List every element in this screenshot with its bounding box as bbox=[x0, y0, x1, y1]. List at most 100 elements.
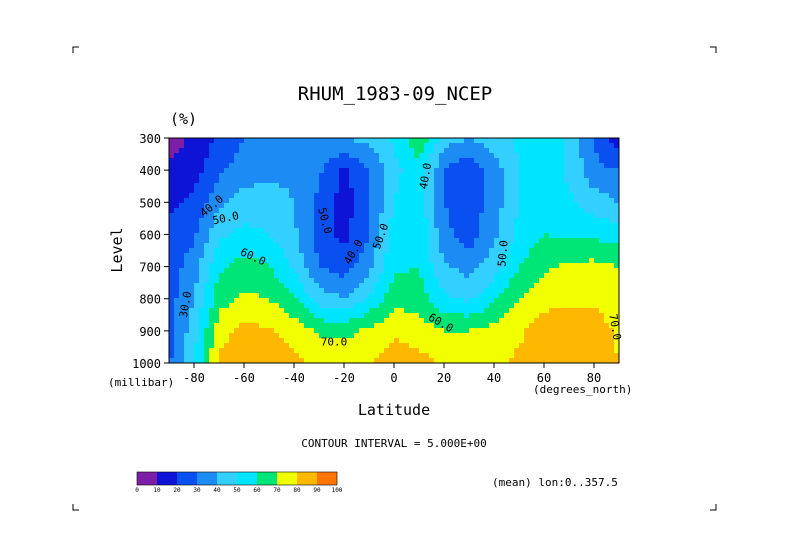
field-cell bbox=[504, 143, 510, 149]
field-cell bbox=[574, 288, 580, 294]
field-cell bbox=[289, 193, 295, 199]
field-cell bbox=[459, 288, 465, 294]
field-cell bbox=[409, 338, 415, 344]
field-cell bbox=[559, 328, 565, 334]
field-cell bbox=[294, 163, 300, 169]
field-cell bbox=[334, 353, 340, 359]
field-cell bbox=[214, 248, 220, 254]
field-cell bbox=[264, 223, 270, 229]
field-cell bbox=[429, 188, 435, 194]
field-cell bbox=[289, 318, 295, 324]
field-cell bbox=[179, 358, 185, 363]
field-cell bbox=[279, 203, 285, 209]
field-cell bbox=[209, 323, 215, 329]
field-cell bbox=[354, 213, 360, 219]
field-cell bbox=[414, 153, 420, 159]
field-cell bbox=[384, 218, 390, 224]
field-cell bbox=[284, 178, 290, 184]
field-cell bbox=[544, 138, 550, 144]
field-cell bbox=[364, 298, 370, 304]
field-cell bbox=[524, 173, 530, 179]
field-cell bbox=[394, 283, 400, 289]
field-cell bbox=[449, 233, 455, 239]
field-cell bbox=[424, 163, 430, 169]
field-cell bbox=[324, 193, 330, 199]
field-cell bbox=[569, 338, 575, 344]
field-cell bbox=[434, 343, 440, 349]
field-cell bbox=[529, 263, 535, 269]
field-cell bbox=[179, 338, 185, 344]
field-cell bbox=[299, 313, 305, 319]
field-cell bbox=[474, 303, 480, 309]
field-cell bbox=[599, 193, 605, 199]
field-cell bbox=[434, 308, 440, 314]
field-cell bbox=[604, 288, 610, 294]
field-cell bbox=[359, 313, 365, 319]
field-cell bbox=[199, 158, 205, 164]
field-cell bbox=[569, 138, 575, 144]
field-cell bbox=[539, 228, 545, 234]
field-cell bbox=[229, 338, 235, 344]
field-cell bbox=[539, 253, 545, 259]
field-cell bbox=[239, 233, 245, 239]
field-cell bbox=[284, 243, 290, 249]
field-cell bbox=[184, 243, 190, 249]
field-cell bbox=[484, 143, 490, 149]
field-cell bbox=[319, 218, 325, 224]
field-cell bbox=[479, 143, 485, 149]
field-cell bbox=[334, 233, 340, 239]
field-cell bbox=[389, 228, 395, 234]
field-cell bbox=[514, 208, 520, 214]
field-cell bbox=[364, 198, 370, 204]
field-cell bbox=[214, 193, 220, 199]
field-cell bbox=[564, 223, 570, 229]
field-cell bbox=[269, 228, 275, 234]
field-cell bbox=[489, 273, 495, 279]
field-cell bbox=[484, 248, 490, 254]
field-cell bbox=[274, 208, 280, 214]
field-cell bbox=[469, 298, 475, 304]
field-cell bbox=[394, 183, 400, 189]
field-cell bbox=[474, 198, 480, 204]
field-cell bbox=[284, 273, 290, 279]
field-cell bbox=[434, 168, 440, 174]
field-cell bbox=[324, 348, 330, 354]
field-cell bbox=[369, 203, 375, 209]
field-cell bbox=[349, 253, 355, 259]
field-cell bbox=[214, 308, 220, 314]
field-cell bbox=[219, 168, 225, 174]
field-cell bbox=[614, 268, 619, 274]
field-cell bbox=[259, 323, 265, 329]
field-cell bbox=[529, 223, 535, 229]
field-cell bbox=[259, 193, 265, 199]
field-cell bbox=[299, 328, 305, 334]
field-cell bbox=[284, 198, 290, 204]
field-cell bbox=[579, 263, 585, 269]
field-cell bbox=[274, 288, 280, 294]
field-cell bbox=[549, 283, 555, 289]
field-cell bbox=[334, 238, 340, 244]
field-cell bbox=[434, 173, 440, 179]
field-cell bbox=[214, 323, 220, 329]
field-cell bbox=[269, 263, 275, 269]
field-cell bbox=[244, 348, 250, 354]
field-cell bbox=[244, 263, 250, 269]
field-cell bbox=[554, 193, 560, 199]
field-cell bbox=[269, 328, 275, 334]
field-cell bbox=[339, 313, 345, 319]
field-cell bbox=[284, 138, 290, 144]
field-cell bbox=[514, 148, 520, 154]
field-cell bbox=[574, 163, 580, 169]
field-cell bbox=[534, 278, 540, 284]
field-cell bbox=[359, 163, 365, 169]
field-cell bbox=[534, 308, 540, 314]
field-cell bbox=[209, 283, 215, 289]
field-cell bbox=[539, 158, 545, 164]
field-cell bbox=[514, 278, 520, 284]
field-cell bbox=[494, 198, 500, 204]
field-cell bbox=[434, 213, 440, 219]
field-cell bbox=[554, 318, 560, 324]
field-cell bbox=[364, 278, 370, 284]
field-cell bbox=[244, 318, 250, 324]
field-cell bbox=[269, 358, 275, 363]
